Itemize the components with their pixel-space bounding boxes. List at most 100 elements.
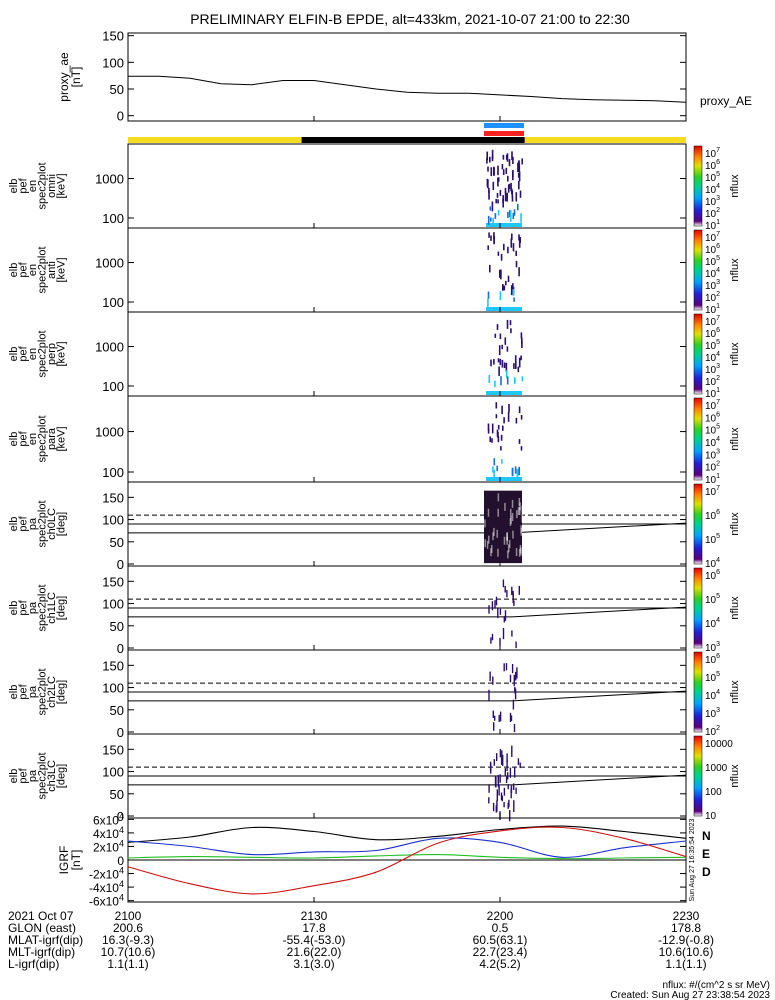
spectrogram-cell bbox=[507, 175, 509, 182]
spectrogram-cell bbox=[508, 799, 510, 808]
spectrogram-cell bbox=[503, 243, 505, 251]
tick-label: -2x104 bbox=[89, 866, 124, 882]
axis-ylabel: perp bbox=[46, 343, 58, 365]
axis-ylabel: pa bbox=[27, 517, 39, 530]
spectrogram-cell bbox=[488, 784, 490, 793]
colorbar-tick-label: 104 bbox=[705, 267, 720, 280]
spectrogram-cell bbox=[507, 212, 509, 218]
ephemeris-value: 10.7(10.6) bbox=[101, 945, 156, 959]
spectrogram-gap bbox=[518, 548, 521, 557]
tick-label: 150 bbox=[102, 742, 124, 757]
spectrogram-cell bbox=[519, 762, 521, 769]
tick-label: 150 bbox=[102, 29, 124, 44]
spectrogram-cell bbox=[499, 269, 501, 278]
spectrogram-cell bbox=[506, 192, 508, 202]
colorbar-tick-label: 101 bbox=[705, 303, 720, 316]
spectrogram-cell bbox=[502, 284, 504, 291]
spectrogram-cell bbox=[497, 165, 499, 176]
spectrogram-cell bbox=[515, 671, 517, 681]
colorbar-tick-label: 101 bbox=[705, 387, 720, 400]
spectrogram-cell bbox=[501, 795, 503, 802]
spectrogram-cell bbox=[515, 192, 518, 202]
spectrogram-cell bbox=[500, 376, 502, 386]
time-axis-row-label: MLAT-igrf(dip) bbox=[8, 933, 83, 947]
spectrogram-cell bbox=[509, 767, 512, 778]
spectrogram-cell bbox=[500, 253, 503, 261]
spectrogram-cell bbox=[520, 213, 522, 223]
spectrogram-cell bbox=[493, 759, 495, 766]
axis-ylabel: proxy_ae bbox=[57, 52, 71, 102]
spectrogram-cell bbox=[509, 810, 511, 822]
axis-ylabel: pef bbox=[18, 683, 30, 699]
colorbar bbox=[693, 567, 703, 649]
spectrogram-cell bbox=[508, 404, 510, 413]
tick-label: 1000 bbox=[95, 256, 124, 271]
spectrogram-cell bbox=[500, 757, 503, 765]
colorbar-label: nflux bbox=[729, 427, 741, 451]
spectrogram-cell bbox=[500, 446, 502, 451]
spectrogram-cell bbox=[497, 177, 500, 182]
spectrogram-gap bbox=[519, 507, 521, 515]
spectrogram-cell bbox=[490, 235, 492, 241]
spectrogram-cell bbox=[515, 787, 517, 794]
axis-ylabel: [deg] bbox=[56, 596, 68, 620]
spectrogram-cell bbox=[520, 415, 523, 420]
spectrogram-cell bbox=[511, 586, 513, 596]
spectrogram-cell bbox=[493, 235, 495, 244]
spectrogram-cell bbox=[515, 260, 518, 268]
spectrogram-gap bbox=[497, 508, 499, 517]
colorbar-tick-label: 106 bbox=[705, 411, 720, 424]
spectrogram-cell bbox=[517, 203, 519, 211]
colorbar bbox=[693, 651, 703, 733]
spectrogram-cell bbox=[512, 590, 514, 597]
spectrogram-cell bbox=[502, 169, 505, 175]
colorbar-tick-label: 103 bbox=[705, 448, 720, 461]
spectrogram-cell bbox=[493, 167, 495, 176]
spectrogram-cell bbox=[499, 774, 501, 783]
tick-label: 100 bbox=[102, 379, 124, 394]
colorbar-tick-label: 102 bbox=[705, 461, 720, 474]
spectrogram-cell bbox=[490, 765, 492, 771]
spectrogram-cell bbox=[495, 414, 498, 419]
spectrogram-cell bbox=[491, 155, 494, 162]
spectrogram-cell bbox=[514, 466, 517, 474]
spectrogram-cell bbox=[488, 689, 490, 702]
spectrogram-cell bbox=[496, 465, 498, 472]
axis-ylabel: spec2plot bbox=[37, 584, 49, 631]
spectrogram-cell bbox=[487, 429, 490, 434]
spectrogram-gap bbox=[504, 502, 506, 511]
spectrogram-cell bbox=[487, 245, 489, 250]
axis-ylabel: [nT] bbox=[69, 67, 83, 88]
spectrogram-cell bbox=[505, 775, 508, 784]
tick-label: 100 bbox=[102, 211, 124, 226]
spectrogram-cell bbox=[501, 750, 503, 759]
spectrogram-low-energy-band bbox=[486, 223, 522, 227]
spectrogram-cell bbox=[520, 355, 522, 361]
spectrogram-cell bbox=[514, 377, 516, 384]
spectrogram-cell bbox=[490, 359, 492, 367]
spectrogram-cell bbox=[494, 213, 497, 219]
spectrogram-cell bbox=[491, 633, 494, 641]
colorbar-tick-label: 103 bbox=[705, 279, 720, 292]
colorbar-tick-label: 102 bbox=[705, 725, 720, 738]
spectrogram-cell bbox=[495, 198, 497, 204]
axis-ylabel: elb bbox=[8, 769, 20, 784]
spectrogram-cell bbox=[503, 285, 506, 291]
axis-ylabel: elb bbox=[8, 432, 20, 447]
colorbar-tick-label: 105 bbox=[705, 424, 720, 437]
spectrogram-gap bbox=[521, 514, 523, 522]
chart-title: PRELIMINARY ELFIN-B EPDE, alt=433km, 202… bbox=[190, 11, 630, 27]
spectrogram-cell bbox=[502, 425, 504, 431]
spectrogram-gap bbox=[497, 493, 500, 502]
spectrogram-cell bbox=[503, 663, 505, 672]
axis-ylabel: en bbox=[27, 264, 39, 276]
spectrogram-gap bbox=[506, 536, 508, 545]
region-bar-yellow bbox=[128, 137, 302, 143]
colorbar-label: nflux bbox=[729, 512, 741, 536]
ephemeris-value: -55.4(-53.0) bbox=[283, 933, 346, 947]
spectrogram-cell bbox=[521, 158, 523, 165]
tick-label: 150 bbox=[102, 658, 124, 673]
tick-label: 100 bbox=[102, 465, 124, 480]
colorbar-label: nflux bbox=[729, 764, 741, 788]
